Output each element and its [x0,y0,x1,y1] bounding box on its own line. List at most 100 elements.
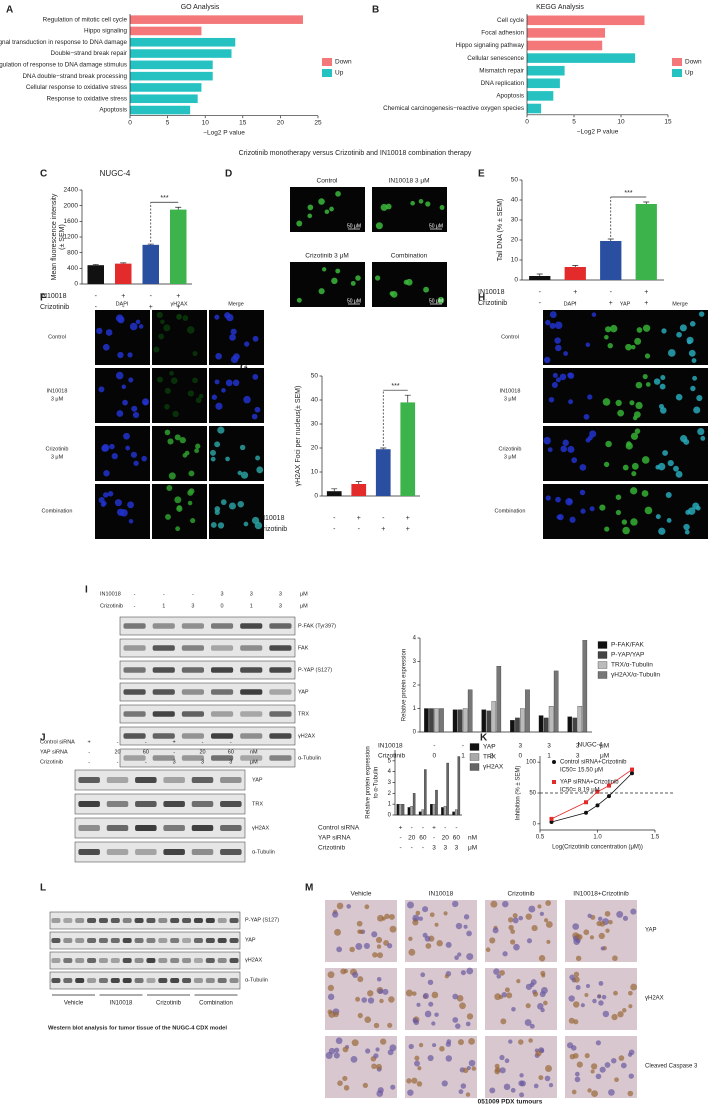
nucleus [512,913,518,919]
nucleus [526,938,533,944]
nucleus [584,992,589,997]
nucleus [456,995,464,1002]
header-value: - [202,739,204,745]
category-label: Focal adhesion [481,30,524,37]
nucleus [333,1052,340,1059]
legend-label: γH2AX/α-Tubulin [611,672,660,679]
nucleus [381,916,386,921]
cell [355,275,361,281]
cell [229,334,236,341]
nucleus [332,911,339,918]
category-label: Regulation of response to DNA damage sti… [0,62,127,69]
nucleus [427,1054,434,1062]
blot-band [123,733,146,739]
blot-band [182,937,192,944]
ihc-image [325,1036,397,1098]
blot-label: YAP [245,937,256,943]
header-value: 60 [143,749,149,755]
cell [589,506,595,512]
cell [211,394,218,400]
cell [688,349,696,357]
condition-value: - [382,515,385,522]
nucleus [518,915,524,921]
nucleus [335,1037,343,1045]
nucleus [590,1063,598,1070]
condition-value: 3 [576,753,580,760]
nucleus [371,1063,377,1070]
nucleus [489,1087,496,1094]
category-label: Double−strand break repair [51,50,127,57]
condition-value: - [433,835,435,842]
bar [439,708,444,733]
condition-value: - [411,845,413,852]
header-value: 3 [173,759,176,765]
nucleus [425,943,432,949]
condition-name: Crizotinib [258,526,287,533]
bar [130,15,303,24]
nucleus [375,936,383,944]
blot-strip [119,704,296,724]
bar [87,265,104,284]
nucleus [357,1012,363,1019]
cell [567,372,573,378]
nucleus [415,910,421,916]
condition-value: - [399,835,401,842]
nucleus [614,1077,619,1083]
nucleus [445,941,452,948]
header-value: 3 [191,603,194,609]
cell [665,491,672,498]
ihc-image [565,900,637,962]
bar [467,689,473,733]
cell [667,349,676,357]
category-label: Signal transduction in response to DNA d… [0,39,127,46]
blot-band [123,645,146,651]
nucleus [371,931,378,938]
header-name: Crizotinib [40,759,63,765]
y-tick-label: 0 [514,277,518,284]
blot-band [170,977,180,984]
legend-swatch [469,763,480,771]
y-tick-label: 0 [388,813,392,819]
y-axis-label: Tail DNA (% ± SEM) [497,199,504,262]
cell [698,311,705,317]
row-label: 3 μM [504,454,517,460]
cell [567,498,573,504]
cell [244,341,250,347]
nucleus [364,904,370,910]
cell [636,327,643,333]
blot-band [123,689,146,695]
blot-strip [119,748,296,768]
row-label: Cleaved Caspase 3 [645,1064,698,1070]
cell [102,492,109,498]
blot-band [134,957,144,964]
nucleus [524,1019,532,1027]
cell [545,495,551,501]
blot-band [110,957,120,964]
cell [192,377,198,384]
nucleus [496,974,502,979]
y-tick-label: 1200 [64,234,79,241]
nucleus [460,970,466,976]
legend-swatch [672,69,682,77]
cell [563,351,569,356]
cell [700,435,706,441]
condition-name: YAP siRNA [318,835,351,842]
nucleus [387,943,393,949]
nucleus [548,1082,554,1088]
nucleus [494,993,502,1001]
category-label: Hippo signaling pathway [456,42,525,49]
micrograph [543,484,598,539]
nucleus [627,1090,634,1097]
condition-value: 20 [442,835,450,842]
image-label: IN10018 3 μM [389,178,430,185]
condition-name: Crizotinib [318,845,345,852]
cell [655,464,660,470]
row-label: Control [48,334,66,340]
cell [176,505,183,512]
bar [553,670,559,733]
cell [214,509,220,516]
nucleus [367,997,375,1004]
marker [630,767,634,772]
nucleus [507,917,514,923]
cell [163,324,171,332]
